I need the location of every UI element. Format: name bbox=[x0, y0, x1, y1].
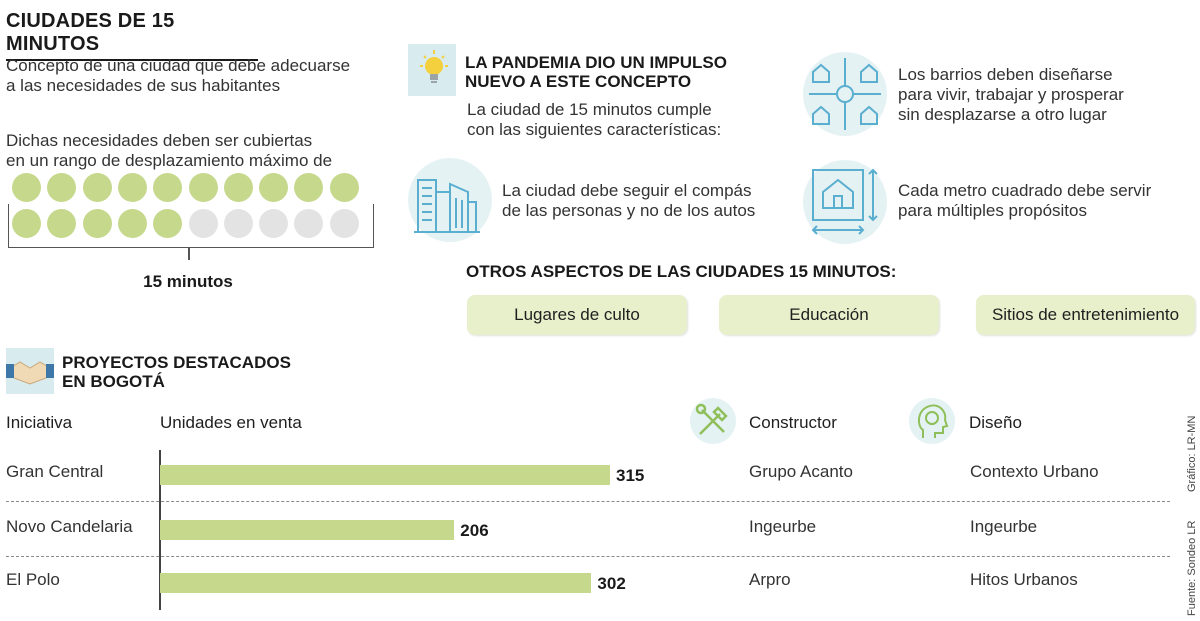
needs-line-2: en un rango de desplazamiento máximo de bbox=[6, 151, 333, 170]
head-lightbulb-icon bbox=[909, 398, 955, 444]
projects-title-line-1: PROYECTOS DESTACADOS bbox=[62, 353, 291, 372]
minute-dot-filled bbox=[153, 173, 183, 202]
minute-dot-empty bbox=[329, 209, 359, 238]
column-design: Diseño bbox=[969, 413, 1022, 432]
initiative-name: Gran Central bbox=[6, 462, 104, 481]
builder-name: Grupo Acanto bbox=[749, 462, 853, 481]
minute-dot-filled bbox=[47, 173, 77, 202]
minutes-bracket bbox=[8, 204, 374, 248]
bar bbox=[160, 573, 592, 593]
minute-dot-filled bbox=[47, 209, 77, 238]
bar-value: 302 bbox=[597, 574, 626, 593]
characteristic-neighborhood-line-1: Los barrios deben diseñarse bbox=[898, 65, 1113, 84]
initiative-name: Novo Candelaria bbox=[6, 517, 133, 536]
buildings-icon bbox=[408, 158, 492, 242]
minute-dot-filled bbox=[82, 173, 112, 202]
graphic-credit: Gráfico: LR-MN bbox=[1186, 415, 1198, 492]
pandemic-title-line-2: NUEVO A ESTE CONCEPTO bbox=[465, 72, 692, 91]
builder-name: Ingeurbe bbox=[749, 517, 817, 536]
minute-dot-filled bbox=[117, 173, 147, 202]
pandemic-intro-line-2: con las siguientes características: bbox=[467, 120, 722, 139]
source-credit: Fuente: Sondeo LR bbox=[1186, 520, 1198, 616]
projects-title-line-2: EN BOGOTÁ bbox=[62, 372, 165, 391]
needs-line-1: Dichas necesidades deben ser cubiertas bbox=[6, 131, 313, 150]
column-builder: Constructor bbox=[749, 413, 837, 432]
row-separator bbox=[6, 556, 1170, 557]
concept-text: Concepto de una ciudad que debe adecuars… bbox=[6, 56, 350, 96]
aspect-worship: Lugares de culto bbox=[467, 295, 687, 335]
pandemic-intro-line-1: La ciudad de 15 minutos cumple bbox=[467, 100, 712, 119]
needs-text: Dichas necesidades deben ser cubiertas e… bbox=[6, 131, 332, 171]
lightbulb-icon bbox=[408, 44, 456, 96]
characteristic-square-meter-line-1: Cada metro cuadrado debe servir bbox=[898, 181, 1152, 200]
minute-dot-empty bbox=[188, 209, 218, 238]
pandemic-title-line-1: LA PANDEMIA DIO UN IMPULSO bbox=[465, 53, 727, 72]
minute-dot-filled bbox=[294, 173, 324, 202]
characteristic-neighborhood-text: Los barrios deben diseñarse para vivir, … bbox=[898, 65, 1124, 125]
concept-line-1: Concepto de una ciudad que debe adecuars… bbox=[6, 56, 351, 75]
designer-name: Hitos Urbanos bbox=[970, 570, 1078, 589]
bar bbox=[160, 465, 610, 485]
minute-dot-filled bbox=[117, 209, 147, 238]
characteristic-buildings-line-2: de las personas y no de los autos bbox=[502, 201, 756, 220]
characteristic-neighborhood-line-3: sin desplazarse a otro lugar bbox=[898, 105, 1107, 124]
minute-dot-filled bbox=[153, 209, 183, 238]
aspect-entertainment: Sitios de entretenimiento bbox=[976, 295, 1195, 335]
bar-value: 206 bbox=[460, 521, 489, 540]
concept-line-2: a las necesidades de sus habitantes bbox=[6, 76, 281, 95]
minute-dot-empty bbox=[294, 209, 324, 238]
minute-dot-filled bbox=[12, 209, 41, 238]
characteristic-neighborhood-line-2: para vivir, trabajar y prosperar bbox=[898, 85, 1124, 104]
minute-dot-filled bbox=[82, 209, 112, 238]
square-meter-house-icon bbox=[803, 160, 887, 244]
column-units: Unidades en venta bbox=[160, 413, 302, 432]
tools-icon bbox=[690, 398, 736, 444]
row-separator bbox=[6, 501, 1170, 502]
column-initiative: Iniciativa bbox=[6, 413, 73, 432]
minute-dot-filled bbox=[223, 173, 253, 202]
characteristic-buildings-text: La ciudad debe seguir el compás de las p… bbox=[502, 181, 755, 221]
minute-dot-filled bbox=[329, 173, 359, 202]
minute-dot-empty bbox=[259, 209, 289, 238]
minute-dot-filled bbox=[188, 173, 218, 202]
aspect-education: Educación bbox=[719, 295, 939, 335]
minute-dot-filled bbox=[12, 173, 41, 202]
minutes-label: 15 minutos bbox=[143, 272, 233, 291]
other-aspects-title: OTROS ASPECTOS DE LAS CIUDADES 15 MINUTO… bbox=[466, 262, 897, 281]
designer-name: Ingeurbe bbox=[970, 517, 1038, 536]
neighborhood-icon bbox=[803, 52, 887, 136]
pandemic-title: LA PANDEMIA DIO UN IMPULSO NUEVO A ESTE … bbox=[465, 53, 727, 91]
chart-axis bbox=[159, 450, 161, 610]
projects-title: PROYECTOS DESTACADOS EN BOGOTÁ bbox=[62, 353, 291, 391]
minute-dot-filled bbox=[259, 173, 289, 202]
characteristic-square-meter-text: Cada metro cuadrado debe servir para múl… bbox=[898, 181, 1151, 221]
pandemic-intro: La ciudad de 15 minutos cumple con las s… bbox=[467, 100, 721, 140]
characteristic-square-meter-line-2: para múltiples propósitos bbox=[898, 201, 1087, 220]
characteristic-buildings-line-1: La ciudad debe seguir el compás bbox=[502, 181, 752, 200]
designer-name: Contexto Urbano bbox=[970, 462, 1099, 481]
handshake-icon bbox=[6, 348, 54, 394]
bar-value: 315 bbox=[616, 466, 645, 485]
bar bbox=[160, 520, 455, 540]
page-title: CIUDADES DE 15 MINUTOS bbox=[6, 10, 258, 61]
minute-dot-empty bbox=[223, 209, 253, 238]
minutes-bracket-tick bbox=[188, 248, 190, 260]
initiative-name: El Polo bbox=[6, 570, 60, 589]
builder-name: Arpro bbox=[749, 570, 791, 589]
